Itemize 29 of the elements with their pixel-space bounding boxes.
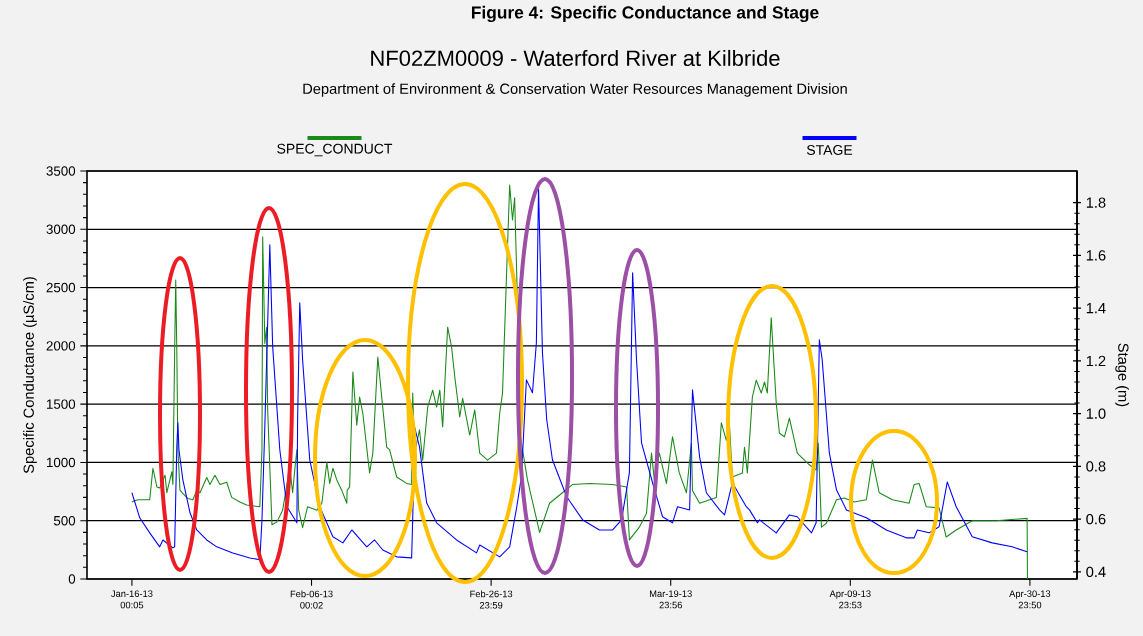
y-tick-label: 2500 <box>46 282 76 293</box>
legend-label: STAGE <box>806 145 853 155</box>
x-tick-label: Feb-06-13 00:02 <box>290 590 333 609</box>
y-tick-label: 0 <box>68 574 76 584</box>
y2-tick-label: 1.0 <box>1086 408 1106 419</box>
y2-tick-label: 1.4 <box>1086 303 1106 314</box>
caption: Figure 4: Specific Conductance and Stage <box>471 5 819 23</box>
y2-tick-label: 1.6 <box>1086 250 1106 261</box>
y2-tick-label: 0.4 <box>1086 566 1106 578</box>
x-tick-label: Apr-09-13 23:53 <box>829 590 871 609</box>
y2-tick-label: 1.8 <box>1086 197 1106 208</box>
y-tick-label: 500 <box>53 516 76 526</box>
legend-label: SPEC_CONDUCT <box>277 143 393 157</box>
y-tick-label: 3000 <box>46 224 76 234</box>
y-tick-label: 1000 <box>46 457 76 468</box>
y2-tick-label: 1.2 <box>1086 355 1106 367</box>
x-tick-label: Apr-30-13 23:50 <box>1009 590 1051 609</box>
chart-title: NF02ZM0009 - Waterford River at Kilbride <box>371 49 780 67</box>
x-tick-label: Mar-19-13 23:56 <box>649 590 692 609</box>
y2-tick-label: 0.8 <box>1086 461 1106 472</box>
x-tick-label: Jan-16-13 00:05 <box>111 590 153 609</box>
x-tick-label: Feb-26-13 23:59 <box>470 590 513 609</box>
y-tick-label: 2000 <box>46 341 76 351</box>
y-tick-label: 3500 <box>46 166 76 176</box>
y2-axis-title: Stage (m) <box>1115 343 1129 407</box>
chart-subtitle: Department of Environment & Conservation Water Resources Management Division <box>303 83 847 97</box>
y-axis-title: Specific Conductance (µS/cm) <box>23 277 37 474</box>
y2-tick-label: 0.6 <box>1086 513 1106 525</box>
y-tick-label: 1500 <box>46 399 76 409</box>
